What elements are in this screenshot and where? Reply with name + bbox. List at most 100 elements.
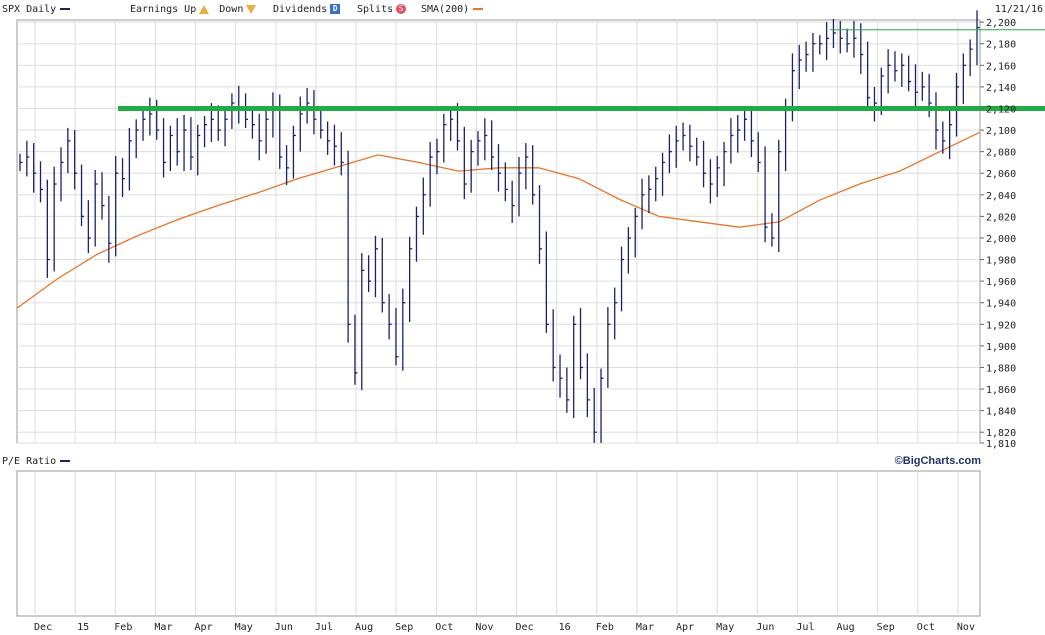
price-bar bbox=[552, 309, 556, 382]
price-bar bbox=[860, 23, 864, 74]
grid-layer bbox=[16, 19, 981, 617]
price-bar bbox=[661, 152, 666, 196]
y-tick-label: 2,140 bbox=[986, 83, 1016, 94]
price-bar bbox=[395, 308, 399, 366]
price-bar bbox=[955, 72, 959, 137]
price-bar bbox=[696, 137, 700, 166]
price-bar bbox=[525, 143, 529, 190]
dividends-icon: D bbox=[330, 4, 341, 14]
x-tick-label: 15 bbox=[77, 622, 89, 633]
price-bar bbox=[53, 166, 57, 272]
price-bar bbox=[942, 121, 946, 154]
axis-layer: Dec 15 Feb Mar Apr May Jun Jul Aug Sep Oct Nov Dec 16… bbox=[34, 18, 1016, 633]
price-bar bbox=[449, 110, 454, 141]
x-tick-label: Sep bbox=[395, 622, 413, 633]
price-bar bbox=[716, 155, 720, 197]
x-tick-label: Jul bbox=[315, 622, 333, 633]
price-bar bbox=[39, 161, 44, 203]
price-bar bbox=[436, 138, 440, 175]
price-bar bbox=[641, 178, 645, 230]
price-bar bbox=[600, 368, 604, 443]
earnings-up-icon bbox=[199, 4, 210, 14]
price-bar bbox=[361, 253, 365, 391]
annotation-layer bbox=[118, 29, 1045, 111]
price-bar bbox=[914, 64, 918, 108]
price-bar bbox=[497, 144, 501, 192]
price-bar bbox=[340, 132, 344, 176]
chart-legend: SPX Daily bbox=[2, 3, 71, 17]
price-bar bbox=[142, 110, 146, 141]
price-bar bbox=[101, 172, 105, 220]
price-bar bbox=[190, 117, 194, 170]
y-tick-label: 2,020 bbox=[986, 212, 1016, 223]
price-bar bbox=[333, 124, 337, 166]
x-tick-label: Oct bbox=[435, 622, 453, 633]
price-bar bbox=[115, 155, 119, 257]
y-tick-label: 1,940 bbox=[986, 299, 1016, 310]
price-bar bbox=[805, 41, 809, 72]
price-bar bbox=[723, 141, 727, 187]
y-tick-label: 1,980 bbox=[986, 256, 1016, 267]
x-tick-label: Dec bbox=[516, 622, 534, 633]
price-bar bbox=[456, 103, 460, 151]
price-bar bbox=[750, 108, 754, 158]
legend-splits: Splits S bbox=[357, 3, 407, 17]
price-bar bbox=[689, 124, 693, 162]
price-bar bbox=[778, 139, 782, 253]
price-bar bbox=[80, 164, 85, 227]
legend-dividends-label: Dividends bbox=[273, 4, 328, 15]
chart-date: 11/21/16 bbox=[994, 4, 1043, 15]
price-bar bbox=[67, 127, 71, 174]
price-bar bbox=[620, 246, 625, 312]
price-bar bbox=[313, 90, 317, 135]
pe-ratio-legend: P/E Ratio bbox=[2, 455, 71, 469]
price-bar bbox=[135, 119, 139, 159]
price-bar bbox=[94, 169, 98, 247]
y-tick-label: 2,120 bbox=[986, 104, 1016, 115]
price-bar bbox=[108, 195, 112, 263]
y-tick-label: 2,060 bbox=[986, 169, 1016, 180]
pe-ratio-label: P/E Ratio bbox=[2, 456, 57, 467]
x-tick-label: Feb bbox=[114, 622, 132, 633]
price-bar bbox=[408, 236, 413, 323]
price-bar bbox=[197, 124, 201, 176]
price-bar bbox=[347, 150, 351, 343]
price-bar bbox=[894, 51, 898, 82]
y-tick-label: 1,810 bbox=[986, 439, 1016, 450]
price-bar bbox=[484, 118, 488, 161]
price-bar bbox=[743, 106, 748, 141]
y-tick-label: 2,100 bbox=[986, 126, 1016, 137]
price-bar bbox=[46, 179, 50, 278]
price-bar bbox=[757, 132, 761, 173]
price-bar bbox=[326, 121, 331, 155]
price-bar bbox=[217, 105, 221, 141]
y-tick-label: 1,840 bbox=[986, 407, 1016, 418]
price-bar bbox=[320, 108, 324, 139]
main-panel-frame bbox=[16, 19, 981, 444]
y-tick-label: 2,040 bbox=[986, 191, 1016, 202]
price-bar bbox=[846, 28, 850, 53]
price-bar bbox=[901, 53, 905, 87]
earnings-down-icon bbox=[246, 4, 257, 14]
x-tick-label: Jul bbox=[796, 622, 814, 633]
price-bar bbox=[921, 71, 925, 101]
price-bar bbox=[887, 49, 891, 94]
price-bar bbox=[730, 118, 734, 164]
price-bar bbox=[176, 118, 180, 166]
y-tick-label: 1,920 bbox=[986, 320, 1016, 331]
price-bar bbox=[285, 145, 290, 186]
y-tick-label: 1,820 bbox=[986, 428, 1016, 439]
price-bar bbox=[538, 185, 543, 264]
y-tick-label: 2,160 bbox=[986, 61, 1016, 72]
x-tick-label: Nov bbox=[475, 622, 493, 633]
price-bar bbox=[19, 153, 23, 172]
price-bar bbox=[737, 114, 741, 153]
price-bar bbox=[354, 314, 358, 385]
price-bar bbox=[819, 35, 823, 55]
splits-icon: S bbox=[396, 4, 407, 14]
price-bar bbox=[573, 315, 577, 419]
price-bar bbox=[648, 175, 652, 214]
price-bar bbox=[812, 32, 816, 72]
